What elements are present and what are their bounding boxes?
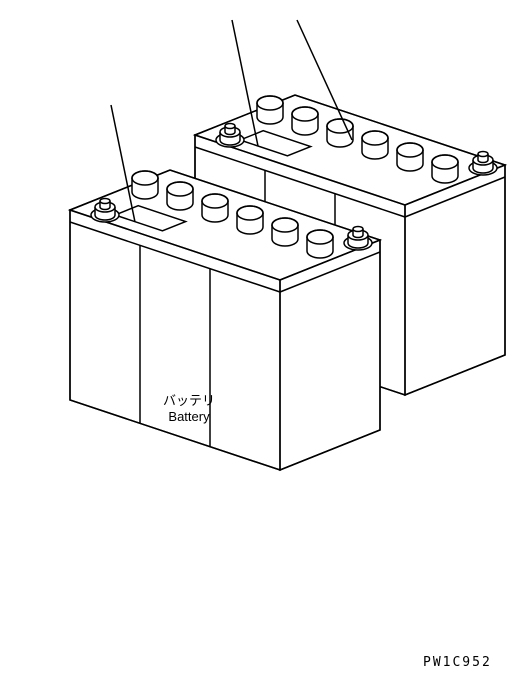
label-japanese: バッテリ: [163, 393, 215, 408]
drawing-code: PW1C952: [423, 655, 492, 670]
battery-diagram: バッテリ Battery PW1C952: [0, 0, 523, 679]
battery-label: バッテリ Battery: [163, 393, 215, 424]
label-english: Battery: [168, 409, 209, 424]
isometric-drawing: [0, 0, 523, 679]
